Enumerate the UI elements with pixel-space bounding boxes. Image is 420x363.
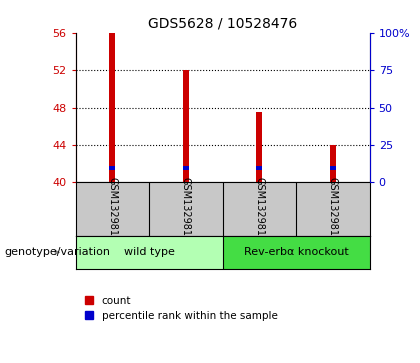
Legend: count, percentile rank within the sample: count, percentile rank within the sample: [81, 291, 282, 325]
Bar: [183, 70, 189, 183]
Text: GSM1329813: GSM1329813: [255, 177, 264, 242]
Bar: [256, 112, 262, 183]
Bar: [76, 236, 223, 269]
Bar: [330, 145, 336, 183]
Bar: [109, 33, 115, 183]
Text: Rev-erbα knockout: Rev-erbα knockout: [244, 247, 349, 257]
Text: wild type: wild type: [123, 247, 175, 257]
Bar: [330, 166, 336, 170]
Text: GSM1329812: GSM1329812: [181, 176, 191, 242]
Bar: [223, 236, 370, 269]
Bar: [183, 166, 189, 170]
Text: GSM1329814: GSM1329814: [328, 177, 338, 242]
Title: GDS5628 / 10528476: GDS5628 / 10528476: [148, 16, 297, 30]
Bar: [256, 166, 262, 170]
Text: genotype/variation: genotype/variation: [4, 247, 110, 257]
Bar: [109, 166, 115, 170]
Text: GSM1329811: GSM1329811: [108, 177, 117, 242]
